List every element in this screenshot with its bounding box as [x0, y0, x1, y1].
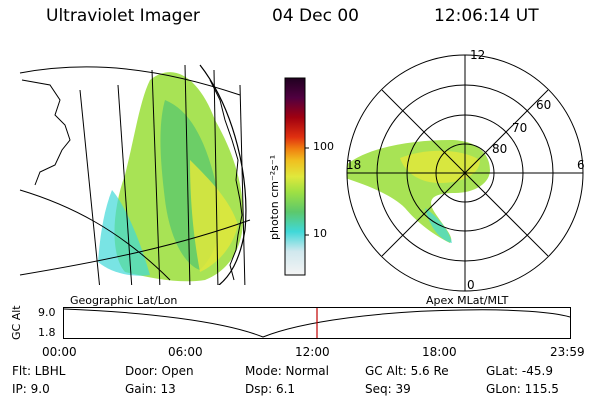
date-label: 04 Dec 00	[272, 6, 359, 26]
timeline-xtick-4: 23:59	[550, 345, 585, 359]
info-ip: IP: 9.0	[12, 382, 50, 396]
mlt-label-0: 0	[467, 278, 475, 292]
timeline-xtick-0: 00:00	[42, 345, 77, 359]
colorbar-tick-10: 10	[313, 227, 327, 240]
timeline-ytick-top: 9.0	[38, 306, 56, 319]
colorbar	[284, 77, 309, 276]
mlt-label-12: 12	[470, 48, 486, 62]
timeline-xtick-3: 18:00	[422, 345, 457, 359]
info-dsp: Dsp: 6.1	[245, 382, 296, 396]
lat-label-80: 80	[492, 142, 508, 156]
info-mode: Mode: Normal	[245, 364, 329, 378]
info-glat: GLat: -45.9	[486, 364, 553, 378]
time-label: 12:06:14 UT	[434, 6, 539, 26]
polar-plot	[346, 54, 584, 292]
lat-label-70: 70	[512, 121, 528, 135]
timeline-axis-label: GC Alt	[10, 305, 23, 340]
geographic-map	[19, 64, 251, 285]
timeline-xtick-1: 06:00	[168, 345, 203, 359]
colorbar-unit-label: photon cm⁻²s⁻¹	[268, 154, 281, 240]
mlt-label-18: 18	[346, 158, 362, 172]
timeline-plot	[63, 307, 571, 339]
instrument-title: Ultraviolet Imager	[46, 6, 200, 26]
timeline-ytick-bottom: 1.8	[38, 326, 56, 339]
info-glon: GLon: 115.5	[486, 382, 559, 396]
timeline-xtick-2: 12:00	[295, 345, 330, 359]
mlt-label-6: 6	[577, 158, 585, 172]
info-gcalt: GC Alt: 5.6 Re	[365, 364, 449, 378]
polar-panel-title: Apex MLat/MLT	[426, 294, 509, 307]
colorbar-tick-100: 100	[313, 140, 334, 153]
geo-panel-title: Geographic Lat/Lon	[70, 294, 178, 307]
info-gain: Gain: 13	[125, 382, 176, 396]
info-door: Door: Open	[125, 364, 194, 378]
lat-label-60: 60	[536, 98, 552, 112]
info-seq: Seq: 39	[365, 382, 411, 396]
info-flt: Flt: LBHL	[12, 364, 66, 378]
